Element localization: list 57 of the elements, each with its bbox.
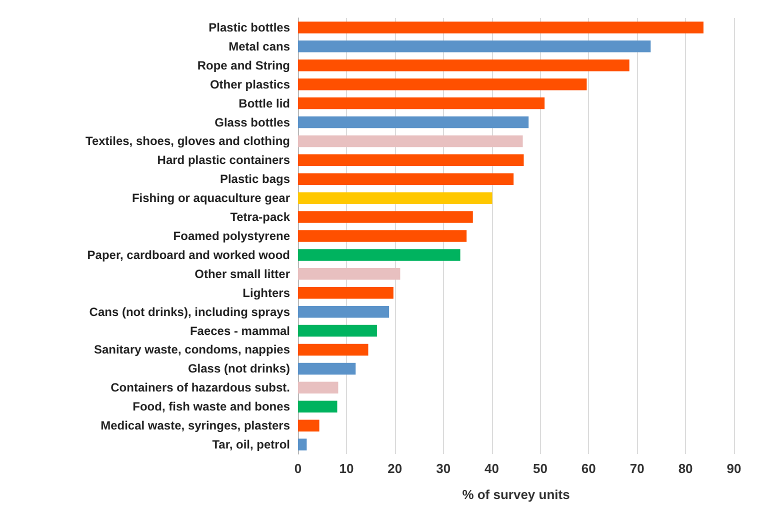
y-tick-label: Glass bottles xyxy=(214,115,290,130)
bar xyxy=(298,22,704,34)
bar xyxy=(298,78,587,90)
x-tick-label: 10 xyxy=(339,461,354,476)
y-tick-label: Tar, oil, petrol xyxy=(212,438,290,452)
y-tick-label: Food, fish waste and bones xyxy=(132,400,290,414)
x-tick-label: 20 xyxy=(388,461,402,476)
x-tick-label: 0 xyxy=(294,461,302,476)
bar xyxy=(298,400,338,412)
bar xyxy=(298,230,467,242)
bar xyxy=(298,173,514,186)
bar xyxy=(298,192,492,204)
y-tick-label: Hard plastic containers xyxy=(157,153,290,168)
y-tick-label: Paper, cardboard and worked wood xyxy=(87,248,290,262)
bar xyxy=(298,211,473,223)
bar xyxy=(298,382,338,394)
bar xyxy=(298,344,368,356)
bar xyxy=(298,116,529,128)
bar xyxy=(298,420,320,432)
y-tick-label: Faeces - mammal xyxy=(190,324,290,338)
bar xyxy=(298,135,523,148)
y-tick-label: Textiles, shoes, gloves and clothing xyxy=(86,134,290,148)
y-tick-label: Bottle lid xyxy=(238,96,290,110)
bar xyxy=(298,268,400,280)
x-axis-title: % of survey units xyxy=(462,487,570,502)
y-tick-label: Other small litter xyxy=(194,266,290,281)
x-tick-label: 40 xyxy=(484,461,500,476)
x-tick-label: 50 xyxy=(532,461,548,476)
bar xyxy=(298,97,545,110)
x-tick-label: 80 xyxy=(678,461,693,476)
bar xyxy=(298,249,460,261)
y-tick-label: Foamed polystyrene xyxy=(173,229,290,243)
bar xyxy=(298,40,651,52)
y-tick-label: Other plastics xyxy=(210,77,290,92)
bar xyxy=(298,306,390,318)
bar xyxy=(298,362,356,375)
y-tick-label: Glass (not drinks) xyxy=(188,362,290,376)
y-tick-label: Cans (not drinks), including sprays xyxy=(89,304,290,319)
y-tick-label: Plastic bottles xyxy=(208,20,290,34)
bar xyxy=(298,60,630,72)
y-tick-label: Fishing or aquaculture gear xyxy=(132,191,290,206)
bar xyxy=(298,154,524,166)
x-tick-label: 30 xyxy=(436,461,451,476)
bar xyxy=(298,438,307,450)
y-tick-label: Lighters xyxy=(242,286,290,300)
y-tick-label: Containers of hazardous subst. xyxy=(110,380,290,395)
y-tick-label: Rope and String xyxy=(197,58,290,72)
x-tick-label: 70 xyxy=(630,461,644,476)
y-tick-label: Metal cans xyxy=(228,39,290,54)
bar xyxy=(298,286,394,299)
y-tick-label: Sanitary waste, condoms, nappies xyxy=(94,342,290,357)
y-tick-label: Tetra-pack xyxy=(230,210,290,224)
x-tick-label: 90 xyxy=(726,461,742,476)
x-tick-label: 60 xyxy=(581,461,596,476)
y-tick-label: Medical waste, syringes, plasters xyxy=(100,418,290,433)
bar xyxy=(298,324,377,337)
y-tick-label: Plastic bags xyxy=(220,172,290,186)
